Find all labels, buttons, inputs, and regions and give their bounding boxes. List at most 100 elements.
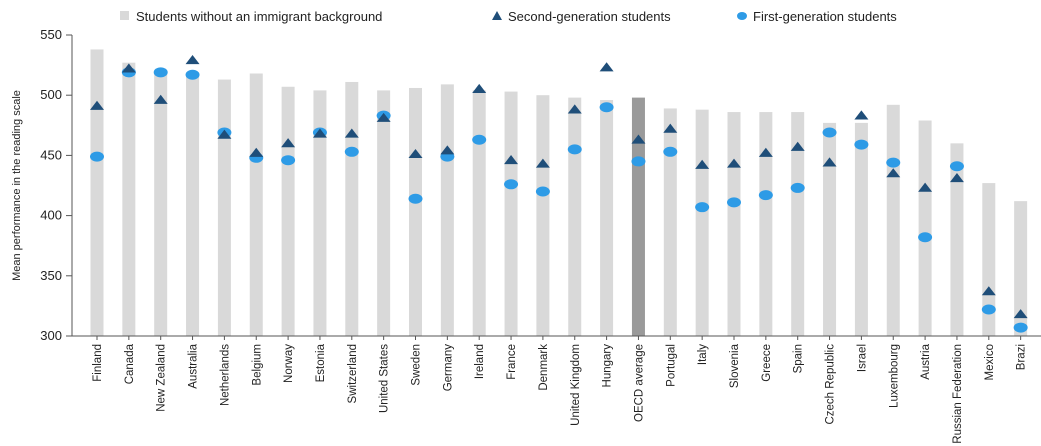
bar-native-belgium [249,73,263,336]
marker-first-generation [567,144,582,155]
marker-first-generation [1013,322,1028,333]
marker-second-generation [153,94,168,104]
bars [90,49,1028,337]
x-tick-label: United Kingdom [570,344,582,426]
bar-native-russian-federation [950,143,964,336]
x-tick-label: Slovenia [729,343,741,388]
marker-first-generation [408,193,423,204]
bar-native-france [504,91,518,336]
legend-label: First-generation students [753,9,897,24]
marker-second-generation [758,147,773,157]
legend-label: Second-generation students [508,9,671,24]
bar-native-luxembourg [886,104,900,336]
x-tick-label: Finland [92,344,104,382]
marker-second-generation [631,134,646,144]
x-tick-label: Italy [697,344,709,365]
x-tick-label: Sweden [411,344,423,386]
marker-first-generation [695,202,710,213]
x-tick-label: Canada [124,343,136,384]
y-tick-label: 450 [40,147,62,162]
bar-native-denmark [536,95,550,336]
marker-second-generation [440,145,455,155]
x-tick-label: United States [379,344,391,413]
y-tick-label: 550 [40,27,62,42]
bar-native-israel [854,122,868,336]
marker-first-generation [949,161,964,172]
marker-first-generation [886,157,901,168]
bar-native-norway [281,86,295,336]
markers [90,55,1028,333]
marker-second-generation [918,182,933,192]
bar-native-united-kingdom [568,97,582,336]
marker-second-generation [281,138,296,148]
bar-native-canada [122,62,136,336]
marker-first-generation [535,186,550,197]
bar-native-ireland [472,90,486,336]
x-tick-label: Norway [283,344,295,383]
marker-first-generation [918,232,933,243]
x-tick-label: Austria [920,343,932,379]
marker-second-generation [567,104,582,114]
x-tick-label: Spain [793,344,805,373]
x-tick-label: New Zealand [156,344,168,412]
bar-native-switzerland [345,81,359,337]
marker-second-generation [90,100,104,110]
bar-native-new-zealand [154,71,168,337]
marker-second-generation [599,62,614,72]
marker-second-generation [408,148,423,159]
marker-second-generation [376,112,391,122]
marker-second-generation [312,128,327,138]
bar-native-germany [440,84,454,336]
bar-native-finland [90,49,104,337]
marker-second-generation [727,158,741,168]
x-tick-label: Brazi [1016,344,1028,370]
marker-second-generation [949,173,964,183]
marker-second-generation [886,168,901,178]
marker-second-generation [344,128,359,138]
bar-native-australia [186,72,200,336]
y-tick-label: 300 [40,328,62,343]
marker-first-generation [631,156,646,167]
marker-first-generation [185,69,200,80]
marker-second-generation [504,154,519,165]
x-tick-label: Australia [188,343,200,388]
marker-first-generation [758,190,773,201]
marker-second-generation [790,141,805,151]
marker-first-generation [90,151,104,162]
x-tick-label: Mexico [984,344,996,380]
marker-second-generation [121,63,136,73]
x-tick-label: Ireland [474,344,486,379]
marker-first-generation [822,127,837,138]
marker-first-generation [504,179,519,190]
marker-first-generation [727,197,741,208]
marker-first-generation [153,67,168,78]
x-tick-label: Hungary [602,344,614,388]
legend-label: Students without an immigrant background [136,9,382,24]
marker-first-generation [281,155,296,166]
x-tick-label: OECD average [633,344,645,422]
y-tick-label: 400 [40,208,62,223]
x-tick-label: Portugal [665,344,677,387]
marker-first-generation [472,134,487,145]
marker-first-generation [599,102,614,113]
marker-first-generation [344,146,359,157]
x-tick-label: Luxembourg [888,344,900,408]
marker-second-generation [663,123,678,133]
bar-native-czech-republic [823,122,837,336]
legend-swatch-triangle [492,11,502,20]
marker-first-generation [981,304,996,315]
bar-native-mexico [982,183,996,336]
marker-second-generation [695,159,710,169]
x-tick-label: Estonia [315,343,327,382]
marker-first-generation [790,182,805,193]
x-tick-label: Greece [761,344,773,382]
x-tick-label: Israel [856,344,868,372]
x-axis: Finland Canada New Zealand Australia Netherl… [72,335,1041,444]
marker-first-generation [854,139,869,150]
y-axis: 300 350 400 450 500 550 [40,27,73,343]
x-tick-label: Czech Republic [825,344,837,425]
marker-second-generation [217,129,232,139]
x-tick-label: France [506,344,518,380]
marker-first-generation [663,146,678,157]
marker-second-generation [535,158,550,168]
